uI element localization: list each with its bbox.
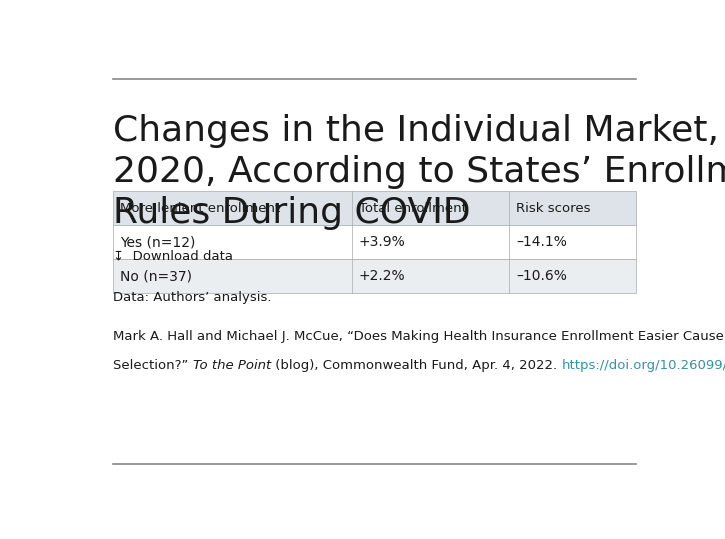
Text: (blog), Commonwealth Fund, Apr. 4, 2022.: (blog), Commonwealth Fund, Apr. 4, 2022.	[271, 358, 561, 371]
Text: Selection?”: Selection?”	[113, 358, 193, 371]
Text: Total enrollment: Total enrollment	[359, 202, 466, 215]
Text: More lenient enrollment: More lenient enrollment	[120, 202, 280, 215]
Bar	[113, 225, 636, 259]
Text: +2.2%: +2.2%	[359, 270, 405, 284]
Bar	[113, 191, 636, 225]
Text: To the Point: To the Point	[193, 358, 271, 371]
Bar	[113, 259, 636, 293]
Text: No (n=37): No (n=37)	[120, 270, 192, 284]
Text: Yes (n=12): Yes (n=12)	[120, 236, 195, 250]
Text: ↧  Download data: ↧ Download data	[113, 250, 233, 262]
Text: Changes in the Individual Market, 2019–
2020, According to States’ Enrollment
Ru: Changes in the Individual Market, 2019– …	[113, 114, 725, 230]
Text: Risk scores: Risk scores	[516, 202, 590, 215]
Text: Mark A. Hall and Michael J. McCue, “Does Making Health Insurance Enrollment Easi: Mark A. Hall and Michael J. McCue, “Does…	[113, 330, 725, 343]
Text: +3.9%: +3.9%	[359, 236, 405, 250]
Text: Data: Authors’ analysis.: Data: Authors’ analysis.	[113, 291, 272, 304]
Text: –10.6%: –10.6%	[516, 270, 567, 284]
Text: https://doi.org/10.26099/affn-rb03: https://doi.org/10.26099/affn-rb03	[561, 358, 725, 371]
Text: –14.1%: –14.1%	[516, 236, 567, 250]
